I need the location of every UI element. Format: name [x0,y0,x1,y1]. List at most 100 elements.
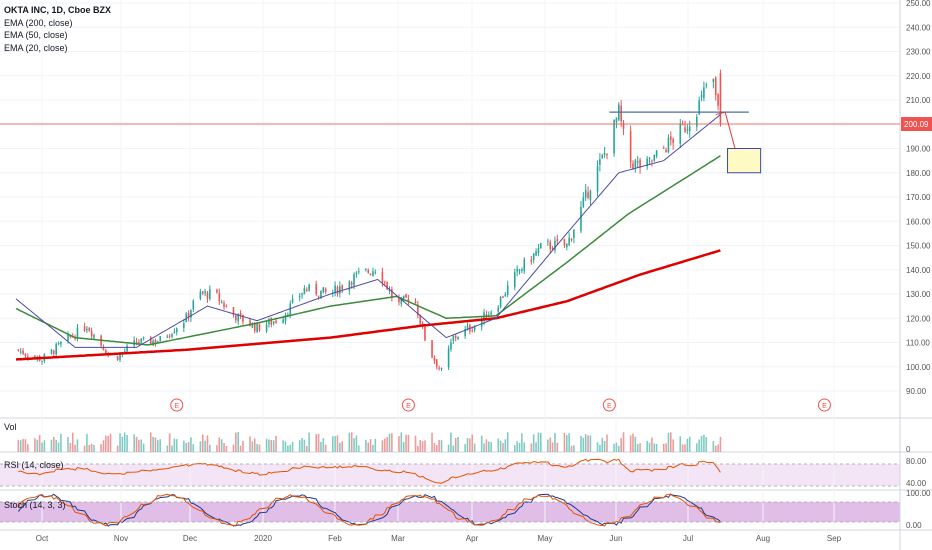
time-tick-label: 2020 [254,534,272,543]
volume-bar [22,439,24,452]
candle-body [270,318,273,325]
candle-body [499,296,502,308]
candle-body [629,131,632,163]
candle-body [53,351,55,354]
volume-bar [350,432,353,452]
candle-body [365,268,367,270]
candle-body [414,301,417,304]
candle-body [289,303,292,315]
volume-bar [532,434,535,452]
volume-bar [490,442,492,452]
volume-tick-label: 0 [906,445,911,454]
volume-bar [187,442,190,452]
volume-bar [618,445,620,452]
candle-body [190,310,192,318]
volume-bar [289,444,292,452]
volume-bar [419,439,422,452]
volume-bar [192,444,195,452]
volume-bar [435,445,438,452]
volume-bar [568,433,570,452]
candle-body [665,149,667,153]
earnings-marker [602,398,616,412]
price-tick-label: 210.00 [906,96,931,105]
candle-body [237,313,240,322]
candle-body [123,350,126,352]
legend-ema20[interactable]: EMA (20, close) [4,42,68,53]
volume-bar [121,436,124,452]
candle-body [386,281,388,290]
candle-body [268,319,270,325]
volume-bar [698,439,700,452]
volume-bar [405,434,407,452]
volume-bar [407,434,410,452]
volume-bar [190,437,192,452]
volume-bar [719,436,722,452]
time-tick-label: May [537,534,552,543]
volume-bar [216,445,218,452]
candle-body [480,319,483,327]
candle-body [93,334,95,338]
volume-bar [133,434,135,452]
volume-bar [265,438,268,452]
volume-bar [662,443,665,452]
volume-bar [19,440,22,452]
candle-body [502,296,504,298]
candle-body [549,241,552,249]
candle-body [275,320,277,323]
volume-bar [696,443,698,452]
candle-body [175,328,178,333]
candle-body [67,334,69,341]
volume-bar [417,445,419,452]
volume-bar [388,433,391,452]
volume-bar [473,443,476,452]
legend-ema200[interactable]: EMA (200, close) [4,17,73,28]
candle-body [253,324,256,332]
volume-bar [86,433,88,452]
volume-bar [50,439,53,452]
volume-bar [369,439,372,452]
volume-bar [256,443,258,452]
candle-body [171,334,173,337]
candle-body [634,160,637,168]
candle-body [573,229,575,239]
candle-body [417,304,419,316]
volume-bar [700,435,703,452]
volume-bar [341,441,344,452]
volume-bar [499,440,502,452]
volume-bar [220,439,223,452]
volume-bar [433,442,436,452]
candle-body [714,77,717,96]
candle-body [235,315,237,321]
candle-body [705,84,708,86]
candle-body [324,288,327,292]
volume-bar [287,445,289,452]
stoch-band [0,502,900,522]
volume-bar [71,432,74,452]
volume-bar [83,445,86,452]
candle-body [209,289,211,299]
volume-bar [454,438,457,452]
volume-bar [383,438,386,452]
volume-bar [90,443,93,452]
volume-bar [237,432,240,452]
volume-bar [386,437,388,452]
volume-bar [27,444,29,452]
volume-bar [317,433,320,452]
volume-bar [331,436,334,452]
volume-pane-label: Vol [4,422,17,432]
candle-body [537,247,540,254]
volume-bar [126,434,128,452]
legend-ema50[interactable]: EMA (50, close) [4,30,68,40]
stoch-tick-label: 0.00 [906,521,922,530]
price-tick-label: 90.00 [906,387,927,396]
candle-body [435,359,438,367]
candle-body [223,302,225,308]
earnings-marker-label: E [822,403,827,410]
candle-body [596,166,599,192]
price-tick-label: 160.00 [906,217,931,226]
volume-bar [88,444,91,452]
volume-bar [272,440,275,452]
candle-body [225,306,228,308]
volume-bar [684,444,686,452]
